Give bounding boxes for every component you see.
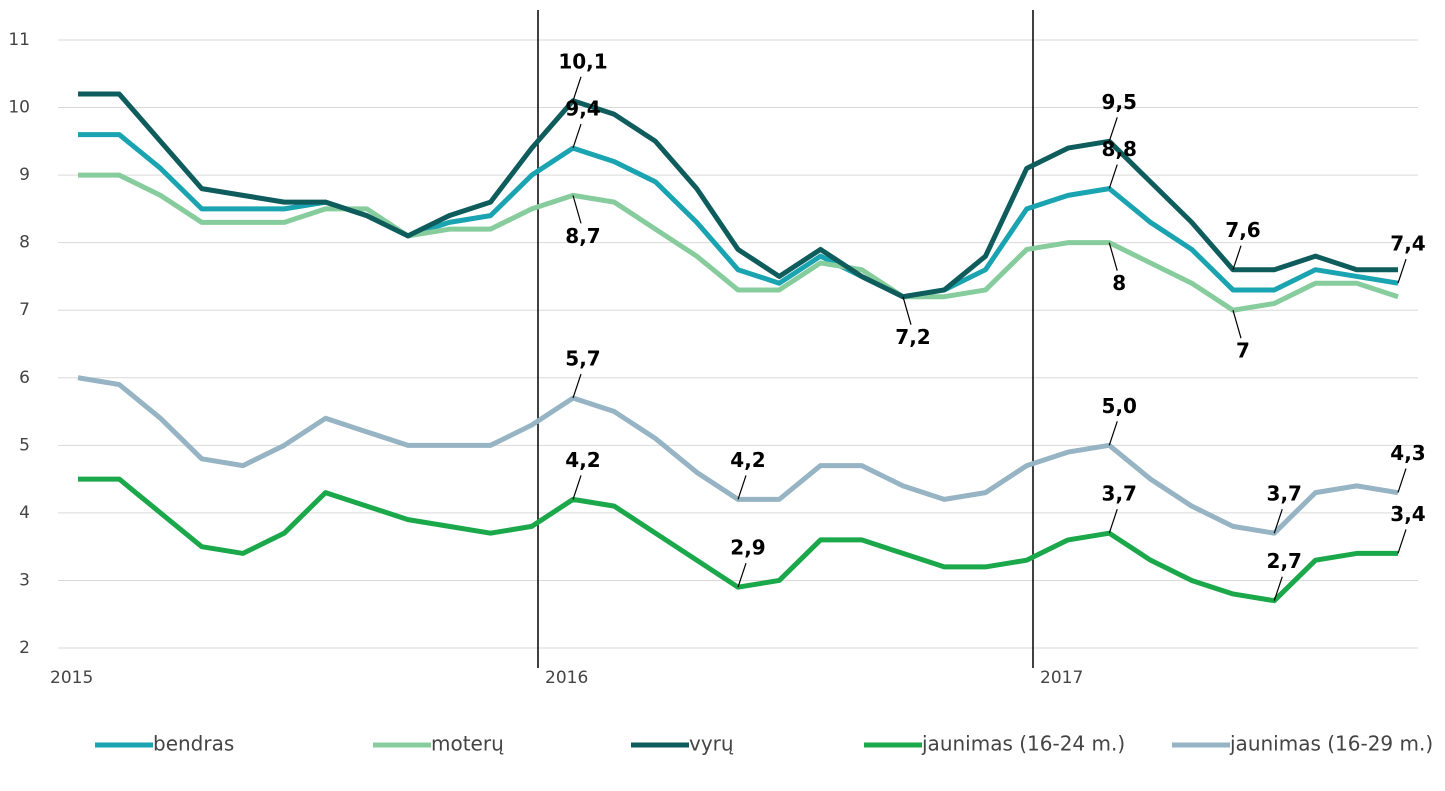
legend-label: moterų (431, 732, 504, 756)
legend-label: bendras (153, 732, 234, 756)
y-tick-label: 7 (19, 300, 30, 320)
leader-line (737, 563, 747, 588)
data-label: 4,3 (1390, 441, 1425, 465)
legend-label: jaunimas (16-24 m.) (921, 732, 1125, 756)
legend-label: vyrų (689, 732, 734, 756)
y-tick-label: 2 (19, 638, 30, 658)
leader-line (1108, 242, 1118, 271)
data-label: 7 (1236, 339, 1250, 363)
leader-line (1397, 468, 1407, 493)
data-label: 10,1 (558, 49, 607, 73)
y-tick-label: 3 (19, 570, 30, 590)
data-label: 4,2 (730, 448, 765, 472)
y-tick-label: 10 (8, 98, 30, 118)
y-tick-label: 4 (19, 503, 30, 523)
leader-line (572, 195, 582, 224)
y-tick-label: 5 (19, 435, 30, 455)
leader-line (1108, 508, 1118, 534)
leader-line (1108, 421, 1118, 446)
leader-line (572, 123, 582, 149)
leader-line (1232, 245, 1242, 270)
legend-label: jaunimas (16-29 m.) (1229, 732, 1433, 756)
leader-line (572, 76, 582, 101)
data-label: 8,8 (1102, 137, 1137, 161)
leader-line (572, 373, 582, 399)
data-label: 7,6 (1225, 218, 1260, 242)
leader-line (1232, 310, 1242, 339)
data-label: 9,5 (1102, 90, 1137, 114)
data-label: 4,2 (565, 448, 600, 472)
series-line (78, 91, 1398, 300)
leader-line (1397, 259, 1407, 284)
x-tick-label: 2016 (545, 668, 588, 688)
data-label: 8 (1112, 271, 1126, 295)
x-tick-label: 2015 (50, 668, 93, 688)
leader-line (1273, 576, 1283, 601)
data-label: 8,7 (565, 224, 600, 248)
leader-line (1273, 508, 1283, 534)
leader-line (737, 475, 747, 500)
x-tick-label: 2017 (1040, 668, 1083, 688)
data-label: 7,4 (1390, 232, 1425, 256)
leader-line (1397, 529, 1407, 554)
data-label: 2,9 (730, 536, 765, 560)
y-tick-label: 6 (19, 368, 30, 388)
data-label: 7,2 (895, 325, 930, 349)
data-label: 5,0 (1102, 394, 1137, 418)
data-label: 3,7 (1102, 482, 1137, 506)
data-label: 2,7 (1267, 549, 1302, 573)
y-tick-label: 11 (8, 30, 30, 50)
leader-line (572, 475, 582, 500)
data-label: 5,7 (565, 347, 600, 371)
series-line (78, 172, 1399, 313)
data-label: 9,4 (565, 97, 600, 121)
leader-line (1108, 164, 1118, 189)
y-tick-label: 9 (19, 165, 30, 185)
leader-line (902, 296, 912, 325)
series-line (78, 132, 1399, 300)
leader-line (1108, 117, 1118, 142)
y-tick-label: 8 (19, 233, 30, 253)
data-label: 3,7 (1267, 482, 1302, 506)
data-label: 3,4 (1390, 502, 1425, 526)
